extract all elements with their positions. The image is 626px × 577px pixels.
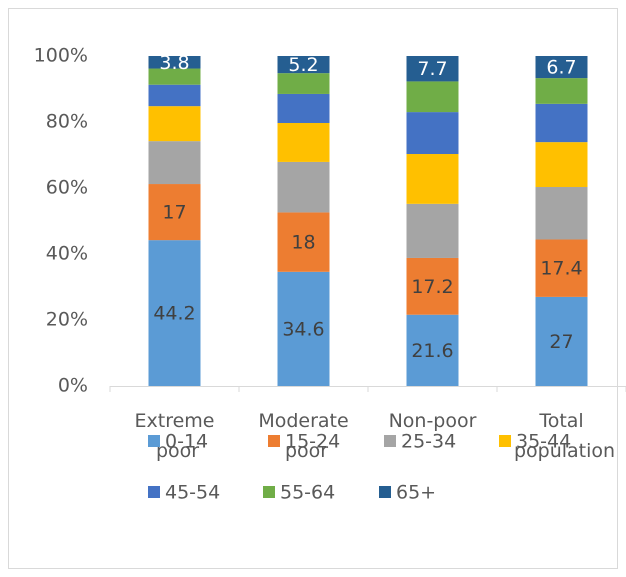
bar-segment: [406, 314, 459, 386]
legend-swatch: [148, 435, 160, 447]
bar-segment: [148, 68, 201, 85]
bar-segment: [535, 103, 588, 143]
legend-label: 55-64: [280, 482, 335, 504]
legend-swatch: [499, 435, 511, 447]
bar-segment: [535, 78, 588, 104]
bar-segment: [148, 141, 201, 185]
x-tick-label: Non-poor: [389, 410, 477, 432]
bar-segment: [148, 184, 201, 241]
data-label: 27: [549, 331, 573, 353]
legend-label: 45-54: [165, 482, 220, 504]
bar-segment: [277, 93, 330, 123]
bar-segment: [406, 257, 459, 315]
legend-swatch: [384, 435, 396, 447]
bar-segment: [148, 56, 201, 69]
data-label: 5.2: [288, 54, 318, 76]
legend-swatch: [268, 435, 280, 447]
y-tick-label: 80%: [46, 111, 88, 133]
y-tick-label: 60%: [46, 177, 88, 199]
data-label: 17.2: [411, 276, 453, 298]
legend-swatch: [148, 486, 160, 498]
data-label: 44.2: [153, 303, 195, 325]
data-label: 3.8: [159, 52, 189, 74]
bar-segment: [277, 122, 330, 162]
bar-segment: [406, 203, 459, 258]
data-label: 18: [291, 232, 315, 254]
legend-label: 65+: [396, 482, 436, 504]
bar-segment: [277, 56, 330, 74]
y-tick-label: 0%: [58, 375, 88, 397]
bar-segment: [535, 239, 588, 297]
bar-segment: [535, 296, 588, 386]
bar-segment: [277, 161, 330, 213]
bar-segment: [535, 187, 588, 240]
bar-segment: [148, 240, 201, 386]
y-tick-label: 40%: [46, 243, 88, 265]
bar-segment: [406, 154, 459, 204]
legend-label: 15-24: [285, 431, 340, 453]
bar-segment: [277, 271, 330, 386]
bar-segment: [277, 73, 330, 94]
bar-segment: [148, 106, 201, 142]
y-tick-label: 20%: [46, 309, 88, 331]
x-tick-label: Total population: [508, 410, 615, 462]
bar-segment: [535, 142, 588, 188]
data-label: 21.6: [411, 340, 453, 362]
data-label: 34.6: [282, 318, 324, 340]
data-label: 17.4: [540, 258, 582, 280]
bar-segment: [277, 212, 330, 272]
data-label: 6.7: [546, 57, 576, 79]
bar-segment: [406, 56, 459, 82]
data-label: 17: [162, 202, 186, 224]
legend-label: 35-44: [516, 431, 571, 453]
legend-swatch: [263, 486, 275, 498]
bar-segment: [148, 84, 201, 107]
legend-swatch: [379, 486, 391, 498]
bar-segment: [535, 56, 588, 79]
bar-segment: [406, 112, 459, 155]
x-tick-label: Extreme poor: [135, 410, 215, 462]
bar-segment: [406, 81, 459, 113]
x-tick-label: Moderate poor: [258, 410, 348, 462]
legend-label: 25-34: [401, 431, 456, 453]
y-tick-label: 100%: [34, 45, 88, 67]
data-label: 7.7: [417, 58, 447, 80]
legend-label: 0-14: [165, 431, 208, 453]
